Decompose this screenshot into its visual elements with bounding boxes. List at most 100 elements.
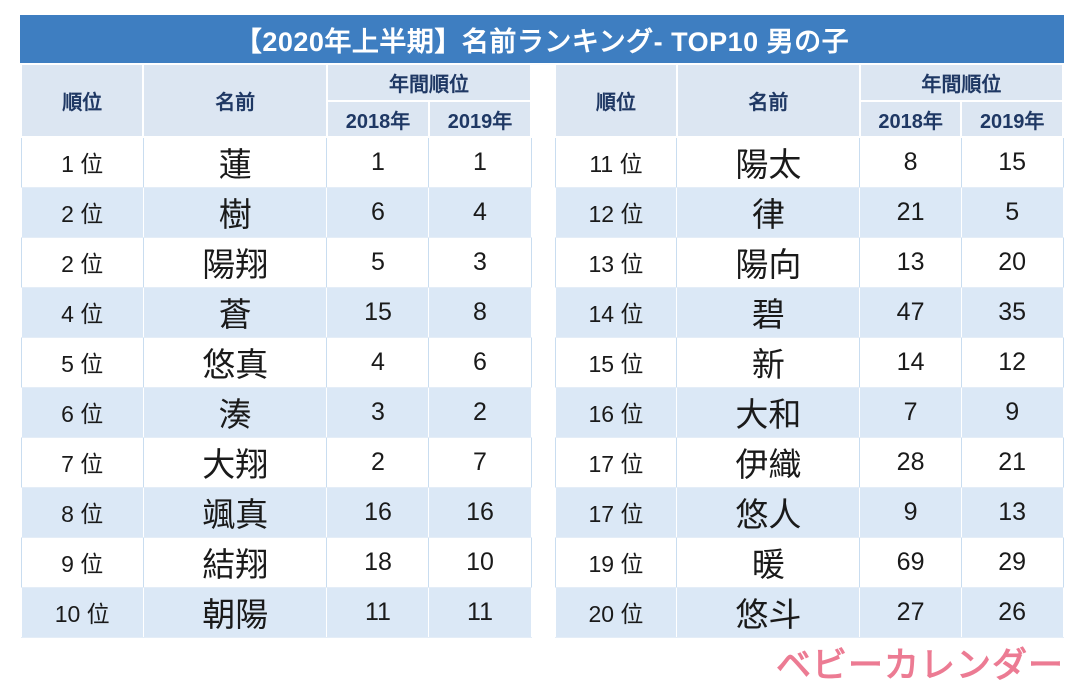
name-cell: 蒼 — [142, 287, 328, 338]
table-row: 4 位蒼 15 8 — [20, 287, 532, 338]
rank-2018-cell: 4 — [326, 337, 430, 388]
rank-2018-cell: 18 — [326, 537, 430, 588]
table-row: 19 位暖 69 29 — [554, 537, 1064, 588]
name-cell: 大和 — [676, 387, 861, 438]
rank-cell: 20 位 — [554, 587, 678, 638]
rank-2019-cell: 20 — [960, 237, 1064, 288]
rank-2018-cell: 2 — [326, 437, 430, 488]
table-row: 11 位陽太 8 15 — [554, 137, 1064, 188]
rank-cell: 14 位 — [554, 287, 678, 338]
table-row: 12 位律 21 5 — [554, 187, 1064, 238]
col-header-rank: 順位 — [19, 63, 145, 138]
rank-2018-cell: 28 — [859, 437, 962, 488]
rank-cell: 10 位 — [20, 587, 144, 638]
col-header-name: 名前 — [675, 63, 861, 138]
name-cell: 陽翔 — [142, 237, 328, 288]
rank-2019-cell: 8 — [428, 287, 532, 338]
rank-2018-cell: 8 — [859, 137, 962, 188]
rank-2019-cell: 5 — [960, 187, 1064, 238]
rank-cell: 16 位 — [554, 387, 678, 438]
rank-2019-cell: 1 — [428, 137, 532, 188]
name-cell: 蓮 — [142, 137, 328, 188]
table-row: 17 位悠人 9 13 — [554, 487, 1064, 538]
name-cell: 陽太 — [676, 137, 861, 188]
table-row: 7 位大翔 2 7 — [20, 437, 532, 488]
rank-2019-cell: 35 — [960, 287, 1064, 338]
rank-2019-cell: 2 — [428, 387, 532, 438]
name-cell: 朝陽 — [142, 587, 328, 638]
rank-2018-cell: 69 — [859, 537, 962, 588]
rank-2019-cell: 3 — [428, 237, 532, 288]
name-cell: 結翔 — [142, 537, 328, 588]
rank-2018-cell: 5 — [326, 237, 430, 288]
name-cell: 新 — [676, 337, 861, 388]
rank-cell: 11 位 — [554, 137, 678, 188]
table-row: 5 位悠真 4 6 — [20, 337, 532, 388]
rank-cell: 5 位 — [20, 337, 144, 388]
rank-2019-cell: 21 — [960, 437, 1064, 488]
rank-2018-cell: 14 — [859, 337, 962, 388]
rank-2019-cell: 13 — [960, 487, 1064, 538]
rank-2018-cell: 9 — [859, 487, 962, 538]
table-row: 17 位伊織 28 21 — [554, 437, 1064, 488]
rank-cell: 9 位 — [20, 537, 144, 588]
rank-2018-cell: 13 — [859, 237, 962, 288]
name-cell: 律 — [676, 187, 861, 238]
rank-cell: 12 位 — [554, 187, 678, 238]
rank-cell: 19 位 — [554, 537, 678, 588]
table-row: 15 位新 14 12 — [554, 337, 1064, 388]
rank-2019-cell: 29 — [960, 537, 1064, 588]
rank-cell: 17 位 — [554, 487, 678, 538]
rank-2019-cell: 11 — [428, 587, 532, 638]
rank-2018-cell: 7 — [859, 387, 962, 438]
rank-cell: 7 位 — [20, 437, 144, 488]
rank-cell: 17 位 — [554, 437, 678, 488]
table-row: 16 位大和 7 9 — [554, 387, 1064, 438]
table-row: 10 位朝陽 11 11 — [20, 587, 532, 638]
name-cell: 大翔 — [142, 437, 328, 488]
col-header-name: 名前 — [142, 63, 328, 138]
rank-2018-cell: 27 — [859, 587, 962, 638]
rank-2019-cell: 10 — [428, 537, 532, 588]
table-row: 14 位碧 47 35 — [554, 287, 1064, 338]
name-cell: 悠斗 — [676, 587, 861, 638]
rank-2018-cell: 15 — [326, 287, 430, 338]
rank-cell: 8 位 — [20, 487, 144, 538]
name-cell: 颯真 — [142, 487, 328, 538]
rank-cell: 1 位 — [20, 137, 144, 188]
brand-logo: ベビーカレンダー — [775, 646, 1064, 685]
rank-cell: 15 位 — [554, 337, 678, 388]
rank-2019-cell: 6 — [428, 337, 532, 388]
col-header-2018: 2018年 — [858, 100, 963, 138]
rank-2019-cell: 4 — [428, 187, 532, 238]
rank-2018-cell: 21 — [859, 187, 962, 238]
name-cell: 伊織 — [676, 437, 861, 488]
table-row: 9 位結翔 18 10 — [20, 537, 532, 588]
rank-2018-cell: 11 — [326, 587, 430, 638]
rank-2018-cell: 3 — [326, 387, 430, 438]
rank-2019-cell: 16 — [428, 487, 532, 538]
title-bar: 【2020年上半期】名前ランキング- TOP10 男の子 — [20, 15, 1064, 63]
rank-2019-cell: 26 — [960, 587, 1064, 638]
name-cell: 悠真 — [142, 337, 328, 388]
table-row: 8 位颯真 16 16 — [20, 487, 532, 538]
page-title: 【2020年上半期】名前ランキング- TOP10 男の子 — [234, 26, 850, 57]
rank-2019-cell: 7 — [428, 437, 532, 488]
rank-2019-cell: 15 — [960, 137, 1064, 188]
rank-2018-cell: 1 — [326, 137, 430, 188]
name-cell: 碧 — [676, 287, 861, 338]
name-cell: 悠人 — [676, 487, 861, 538]
name-cell: 暖 — [676, 537, 861, 588]
rank-2018-cell: 47 — [859, 287, 962, 338]
rank-2018-cell: 6 — [326, 187, 430, 238]
table-row: 13 位陽向 13 20 — [554, 237, 1064, 288]
rank-cell: 4 位 — [20, 287, 144, 338]
rank-2018-cell: 16 — [326, 487, 430, 538]
ranking-table-ranks-11-20: 順位 名前 年間順位 2018年 2019年 11 位陽太 8 15 12 位律 21 5… — [554, 63, 1065, 638]
col-header-rank: 順位 — [554, 63, 678, 138]
